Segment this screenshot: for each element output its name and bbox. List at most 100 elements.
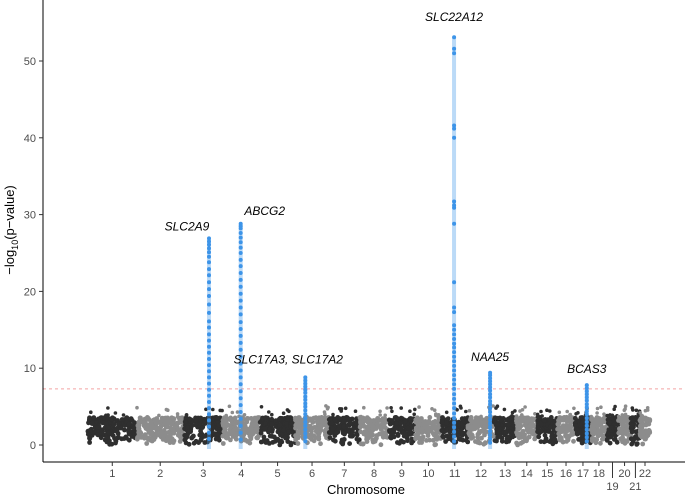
data-point xyxy=(238,226,243,231)
data-point xyxy=(645,406,650,410)
data-point xyxy=(321,415,327,421)
data-point xyxy=(488,382,493,387)
data-point xyxy=(564,414,569,419)
x-tick-label: 5 xyxy=(275,468,281,480)
data-point xyxy=(452,341,457,346)
data-point xyxy=(207,381,211,386)
data-point xyxy=(452,323,457,328)
data-point xyxy=(238,284,243,289)
data-point xyxy=(322,419,328,425)
data-point xyxy=(407,430,412,436)
data-point xyxy=(441,434,446,440)
data-point xyxy=(137,415,143,421)
x-tick-label: 9 xyxy=(399,468,405,480)
data-point xyxy=(323,432,328,438)
data-point xyxy=(354,431,359,436)
chromosome-points-2 xyxy=(134,405,187,446)
data-point xyxy=(255,435,260,441)
data-point xyxy=(589,436,595,441)
data-point xyxy=(599,405,603,410)
data-point xyxy=(327,435,333,441)
data-point xyxy=(576,437,581,442)
data-point xyxy=(238,257,243,262)
data-point xyxy=(95,432,100,438)
data-point xyxy=(207,412,211,417)
data-point xyxy=(303,378,308,383)
data-point xyxy=(367,434,373,439)
data-point xyxy=(452,401,457,406)
data-point xyxy=(207,246,211,251)
data-point xyxy=(478,421,484,426)
data-point xyxy=(223,421,229,427)
data-point xyxy=(350,429,355,435)
data-point xyxy=(399,416,405,422)
data-point xyxy=(336,423,342,429)
significant-locus-points xyxy=(452,35,457,449)
data-point xyxy=(452,382,457,387)
y-ticks: 0 10 20 30 40 50 xyxy=(24,56,43,452)
data-point xyxy=(432,426,437,431)
data-point xyxy=(364,431,370,436)
data-point xyxy=(498,417,504,423)
data-point xyxy=(314,428,319,434)
data-point xyxy=(136,419,142,425)
data-point xyxy=(303,416,308,421)
data-point xyxy=(460,422,465,428)
x-axis-title: Chromosome xyxy=(327,482,405,497)
data-point xyxy=(405,425,411,431)
data-point xyxy=(520,413,524,417)
data-point xyxy=(270,412,274,417)
data-point xyxy=(452,429,457,434)
chromosome-points-7 xyxy=(326,406,362,447)
data-point xyxy=(413,432,419,438)
data-point xyxy=(91,415,97,421)
data-point xyxy=(303,435,308,440)
data-point xyxy=(452,350,457,355)
data-point xyxy=(482,419,487,425)
data-point xyxy=(398,420,403,426)
data-point xyxy=(238,410,243,414)
data-point xyxy=(584,395,589,400)
data-point xyxy=(198,415,204,421)
x-tick-label: 8 xyxy=(371,468,377,480)
chromosome-points-19 xyxy=(604,404,621,446)
data-point xyxy=(342,431,347,437)
data-point xyxy=(381,422,387,427)
data-point xyxy=(148,427,154,433)
x-tick-label: 21 xyxy=(629,481,641,493)
x-tick-label: 22 xyxy=(639,468,651,480)
data-point xyxy=(375,416,381,422)
data-point xyxy=(126,437,132,443)
data-point xyxy=(87,440,92,445)
gene-labels: SLC2A9 ABCG2 SLC17A3, SLC17A2 SLC22A12 NAA25… xyxy=(165,10,607,376)
data-point xyxy=(488,373,493,378)
data-point xyxy=(472,422,478,427)
data-point xyxy=(452,363,457,368)
data-point xyxy=(262,426,268,432)
data-point xyxy=(559,427,565,433)
data-point xyxy=(383,413,388,418)
data-point xyxy=(620,413,625,417)
chromosome-points-12 xyxy=(465,404,497,447)
data-point xyxy=(210,424,216,430)
data-point xyxy=(242,413,247,417)
data-point xyxy=(584,416,589,421)
data-point xyxy=(638,428,643,434)
data-point xyxy=(518,440,524,446)
data-point xyxy=(514,414,519,418)
data-point xyxy=(169,415,175,421)
data-point xyxy=(452,434,457,439)
data-point xyxy=(331,412,335,417)
data-point xyxy=(412,412,417,417)
data-point xyxy=(240,434,246,439)
data-point xyxy=(488,413,493,418)
data-point xyxy=(279,416,285,421)
data-point xyxy=(630,436,635,442)
data-point xyxy=(238,277,243,282)
data-point xyxy=(364,415,370,420)
data-point xyxy=(529,416,534,422)
data-point xyxy=(312,425,317,430)
data-point xyxy=(488,376,493,381)
data-point xyxy=(281,411,286,416)
data-point xyxy=(198,428,204,434)
